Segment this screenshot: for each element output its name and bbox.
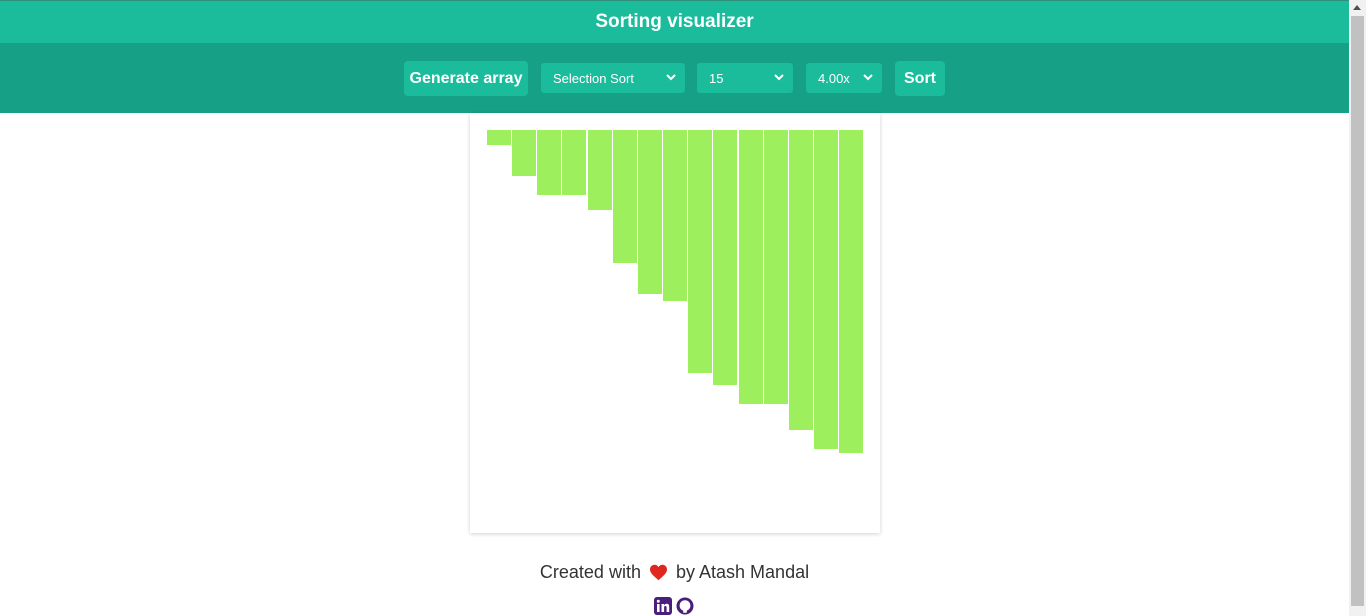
scroll-up-arrow-icon[interactable] [1353,5,1361,10]
array-bar [688,130,713,373]
array-bar [788,130,813,430]
vertical-scrollbar[interactable] [1349,0,1366,616]
speed-select[interactable]: 4.00x [806,63,882,93]
speed-select-value: 4.00x [818,70,850,86]
footer-credit: Created with by Atash Mandal [0,562,1349,583]
array-bar [663,130,688,301]
social-links [654,597,694,615]
array-bar [612,130,637,263]
array-bar [537,130,562,195]
array-bar [487,130,511,145]
array-bar [839,130,864,453]
algorithm-select[interactable]: Selection Sort [541,63,685,93]
array-bar [713,130,738,385]
array-bar [512,130,537,176]
chevron-down-icon [863,74,873,81]
array-bar [637,130,662,294]
scrollbar-thumb[interactable] [1351,16,1364,606]
algorithm-select-value: Selection Sort [553,70,634,86]
toolbar: Generate array Selection Sort 15 4.00x S… [0,43,1349,113]
array-visualization [470,113,880,533]
heart-icon [649,564,667,581]
generate-array-button[interactable]: Generate array [404,61,528,96]
array-bar [587,130,612,210]
array-bar [813,130,838,449]
footer-created-with: Created with [539,562,641,582]
footer-author: by Atash Mandal [676,562,810,582]
array-size-select[interactable]: 15 [697,63,793,93]
array-bar [738,130,763,404]
chevron-down-icon [666,74,676,81]
page-title: Sorting visualizer [595,11,754,32]
array-size-select-value: 15 [709,70,724,86]
sort-button[interactable]: Sort [895,61,945,96]
app-header: Sorting visualizer [0,0,1349,43]
array-bar [763,130,788,404]
linkedin-icon[interactable] [654,597,672,615]
chevron-down-icon [774,74,784,81]
github-icon[interactable] [676,597,694,615]
array-bar [562,130,587,195]
